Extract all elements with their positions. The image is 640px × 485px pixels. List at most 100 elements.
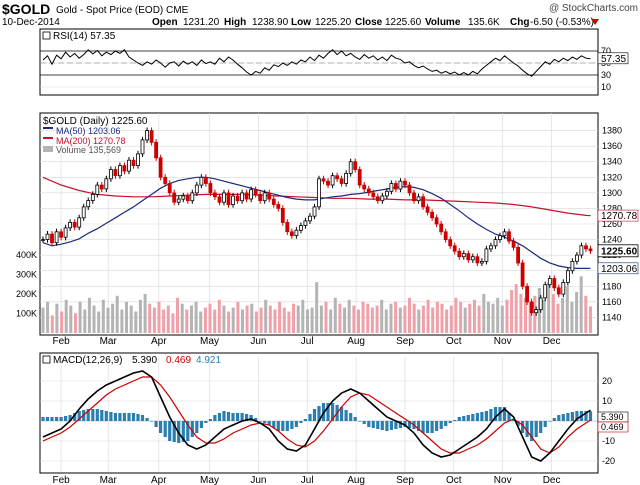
candle-body <box>145 130 150 141</box>
candle-body <box>285 221 290 233</box>
macd-hist-bar <box>539 421 543 433</box>
candle-body <box>190 192 195 202</box>
volume-bar <box>278 301 282 333</box>
ma50-tag-text: 1203.06 <box>601 264 638 275</box>
macd-hist-bar <box>249 415 253 421</box>
price-gridlines <box>40 113 598 335</box>
ma200-tag-box <box>597 209 639 222</box>
candle-body <box>185 195 190 202</box>
candle-body <box>167 183 172 194</box>
macd-hist-bar <box>407 421 412 428</box>
candle-body <box>371 192 376 198</box>
macd-hist-bar <box>457 417 461 421</box>
macd-hist-bar <box>245 414 249 421</box>
macd-hist-bar <box>140 415 145 421</box>
candle-body <box>461 253 466 258</box>
volume-bar <box>473 299 476 333</box>
macd-line <box>42 370 591 462</box>
macd-hist-bar <box>439 421 443 429</box>
candle-body <box>493 239 498 247</box>
candle-body <box>158 157 163 178</box>
candle-body <box>99 184 104 190</box>
macd-hist-bar <box>385 421 389 431</box>
candle-body <box>516 246 520 264</box>
macd-hist-bar <box>389 421 393 430</box>
volume-bar <box>319 305 323 333</box>
macd-hist-bar <box>507 413 511 421</box>
candle-body <box>366 188 371 194</box>
volume-bar <box>421 305 425 333</box>
volume-bar <box>579 276 583 333</box>
macd-hist-bar <box>163 421 167 437</box>
candle-body <box>588 248 593 252</box>
macd-hist-bar <box>222 411 226 421</box>
macd-hist-bar <box>471 414 475 421</box>
macd-hist-bar <box>190 421 194 437</box>
volume-bar <box>162 309 166 333</box>
volume-bar <box>408 297 411 333</box>
candle-body <box>475 256 480 264</box>
month-label-bot-dec: Dec <box>543 475 561 485</box>
candle-body <box>357 169 362 186</box>
candle-body <box>312 206 317 217</box>
candle-body <box>525 285 529 303</box>
month-label-bot-feb: Feb <box>52 475 70 485</box>
candle-body <box>217 196 222 203</box>
candle-body <box>154 141 159 159</box>
candle-body <box>50 233 54 244</box>
macd-hist-bar <box>362 421 366 424</box>
month-label-bot-apr: Apr <box>151 475 167 485</box>
macd-hist-bar <box>367 421 371 427</box>
candle-body <box>240 192 245 202</box>
volume-bar <box>250 303 254 333</box>
month-label-mid-may: May <box>200 336 219 347</box>
last-price-tag: 1225.60 <box>597 244 639 258</box>
volume-bar <box>292 303 295 333</box>
volume-bar <box>138 299 142 333</box>
ma50-legend-label: MA(50) 1203.06 <box>56 126 121 136</box>
macd-hist-bar <box>272 421 276 428</box>
macd-hist-bar <box>421 421 425 433</box>
volume-bar <box>370 307 374 333</box>
price-tick-1360: 1360 <box>602 141 622 151</box>
candle-body <box>448 239 453 247</box>
volume-bar <box>78 301 82 333</box>
volume-bar <box>74 313 77 333</box>
macd-tick-10: 10 <box>602 396 612 406</box>
candle-body <box>226 192 231 205</box>
candle-body <box>579 245 584 256</box>
candle-body <box>131 159 136 166</box>
candle-body <box>421 196 426 208</box>
candle-body <box>294 229 299 236</box>
volume-bar <box>561 297 565 333</box>
month-label-mid-aug: Aug <box>347 336 365 347</box>
candle-body <box>443 231 448 241</box>
volume-bar <box>394 301 398 333</box>
macd-hist-bar <box>150 421 154 422</box>
volume-bars <box>41 276 592 333</box>
volume-bar <box>547 282 551 333</box>
rsi-gridlines <box>40 50 598 88</box>
volume-bar <box>236 301 240 333</box>
candle-body <box>199 176 204 186</box>
candle-body <box>498 235 502 240</box>
macd-hist-bar <box>557 415 561 421</box>
rsi-legend: RSI(14) 57.35 <box>42 31 116 42</box>
price-tick-1280: 1280 <box>602 203 622 213</box>
signal-tag-box <box>597 421 629 433</box>
volume-bar <box>259 307 263 333</box>
month-label-bot-nov: Nov <box>494 475 512 485</box>
macd-hist-bar <box>240 413 244 421</box>
volume-bar <box>296 305 300 333</box>
volume-bar <box>329 309 333 333</box>
candle-body <box>502 231 507 237</box>
macd-hist-bar <box>254 418 258 421</box>
candle-body <box>258 193 263 201</box>
last-price-tag-box <box>597 244 639 258</box>
volume-bar <box>50 315 54 333</box>
macd-hist-bar <box>416 421 421 431</box>
volume-bar <box>589 306 592 333</box>
candle-body <box>222 192 226 203</box>
volume-tick-labels: 400K 300K 200K 100K <box>16 250 37 319</box>
macd-hist-bar <box>100 410 104 421</box>
